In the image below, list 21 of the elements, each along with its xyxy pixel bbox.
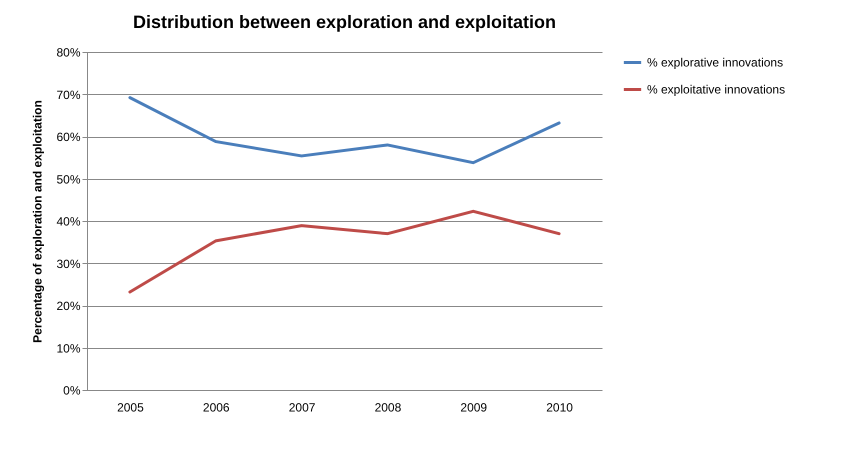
y-tick-label: 20%: [56, 299, 81, 313]
chart-title: Distribution between exploration and exploitation: [132, 12, 556, 32]
x-tick-label: 2010: [546, 400, 574, 414]
y-axis-title: Percentage of exploration and exploitation: [30, 100, 44, 343]
y-tick-label: 80%: [56, 46, 81, 60]
x-tick-label: 2009: [460, 400, 488, 414]
y-tick-label: 50%: [56, 172, 81, 186]
y-tick-label: 40%: [56, 214, 81, 228]
line-series: [128, 210, 561, 294]
y-tick-label: 70%: [56, 88, 81, 102]
legend-label: % explorative innovations: [647, 56, 784, 70]
x-tick-label: 2008: [374, 400, 402, 414]
line-series: [128, 96, 561, 164]
y-tick-label: 60%: [56, 130, 81, 144]
x-tick-label: 2005: [117, 400, 144, 414]
y-tick-label: 30%: [56, 256, 81, 271]
y-tick-label: 10%: [56, 341, 81, 356]
legend-label: % exploitative innovations: [647, 82, 786, 96]
x-tick-label: 2006: [202, 400, 230, 414]
x-tick-label: 2007: [288, 400, 316, 414]
y-tick-label: 0%: [63, 384, 81, 398]
